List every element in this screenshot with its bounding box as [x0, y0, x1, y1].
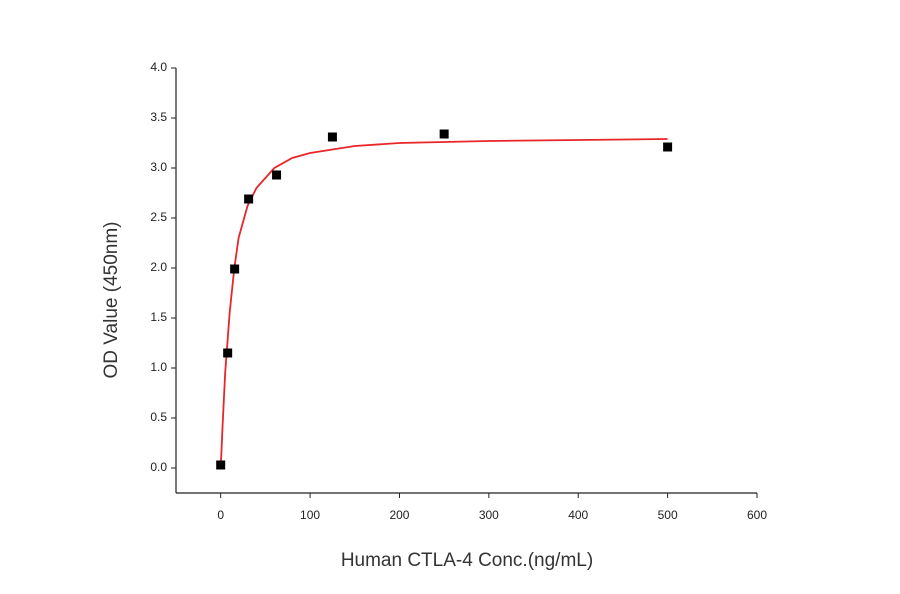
data-point	[327, 132, 337, 142]
data-point	[216, 460, 226, 470]
x-axis-label: Human CTLA-4 Conc.(ng/mL)	[341, 550, 593, 571]
y-tick-label: 2.5	[150, 210, 167, 224]
data-point	[439, 129, 449, 139]
x-tick-label: 100	[300, 508, 320, 522]
y-tick-label: 0.0	[150, 460, 167, 474]
y-tick-label: 1.5	[150, 310, 167, 324]
y-tick-label: 4.0	[150, 60, 167, 74]
data-point	[272, 170, 282, 180]
y-tick-label: 1.0	[150, 360, 167, 374]
x-tick-label: 0	[217, 508, 224, 522]
x-tick-label: 200	[389, 508, 409, 522]
x-tick-label: 600	[747, 508, 767, 522]
x-tick-label: 500	[658, 508, 678, 522]
y-tick-label: 3.5	[150, 110, 167, 124]
data-point	[230, 264, 240, 274]
fit-curve	[219, 138, 668, 469]
y-tick-label: 0.5	[150, 410, 167, 424]
y-axis-label: OD Value (450nm)	[101, 222, 122, 379]
x-tick-label: 300	[479, 508, 499, 522]
data-point	[244, 194, 254, 204]
y-tick-label: 2.0	[150, 260, 167, 274]
data-point	[663, 142, 673, 152]
x-tick-label: 400	[568, 508, 588, 522]
y-tick-label: 3.0	[150, 160, 167, 174]
data-point	[223, 348, 233, 358]
